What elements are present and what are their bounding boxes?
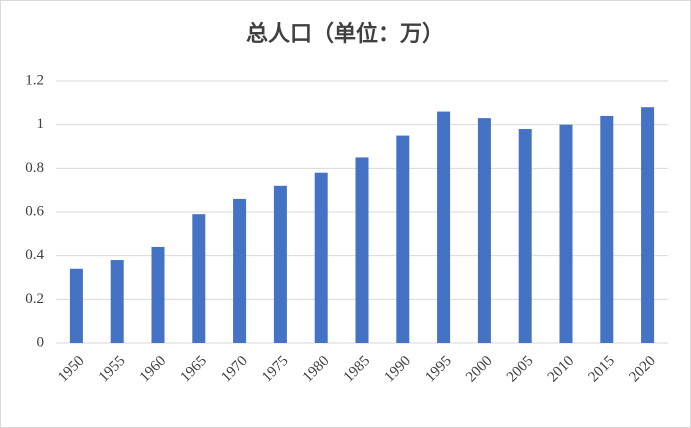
bar (396, 135, 410, 343)
y-tick-label: 0.4 (25, 247, 44, 263)
bar (477, 118, 491, 343)
bar (518, 129, 532, 343)
y-tick-label: 0.6 (25, 203, 44, 219)
bar (151, 246, 165, 343)
chart-title: 总人口（单位：万） (246, 21, 444, 46)
y-tick-label: 0.2 (25, 291, 44, 307)
y-tick-label: 1 (37, 116, 45, 132)
y-tick-label: 0 (37, 334, 45, 350)
bar (355, 157, 369, 343)
y-tick-label: 1.2 (25, 72, 44, 88)
bar (192, 214, 206, 343)
bar (641, 107, 655, 343)
bar (600, 115, 614, 343)
bar (69, 268, 83, 343)
bar (273, 185, 287, 343)
y-tick-label: 0.8 (25, 160, 44, 176)
bar (559, 124, 573, 344)
bar (110, 260, 124, 343)
bar (437, 111, 451, 343)
bar (233, 198, 247, 343)
bar (314, 172, 328, 343)
